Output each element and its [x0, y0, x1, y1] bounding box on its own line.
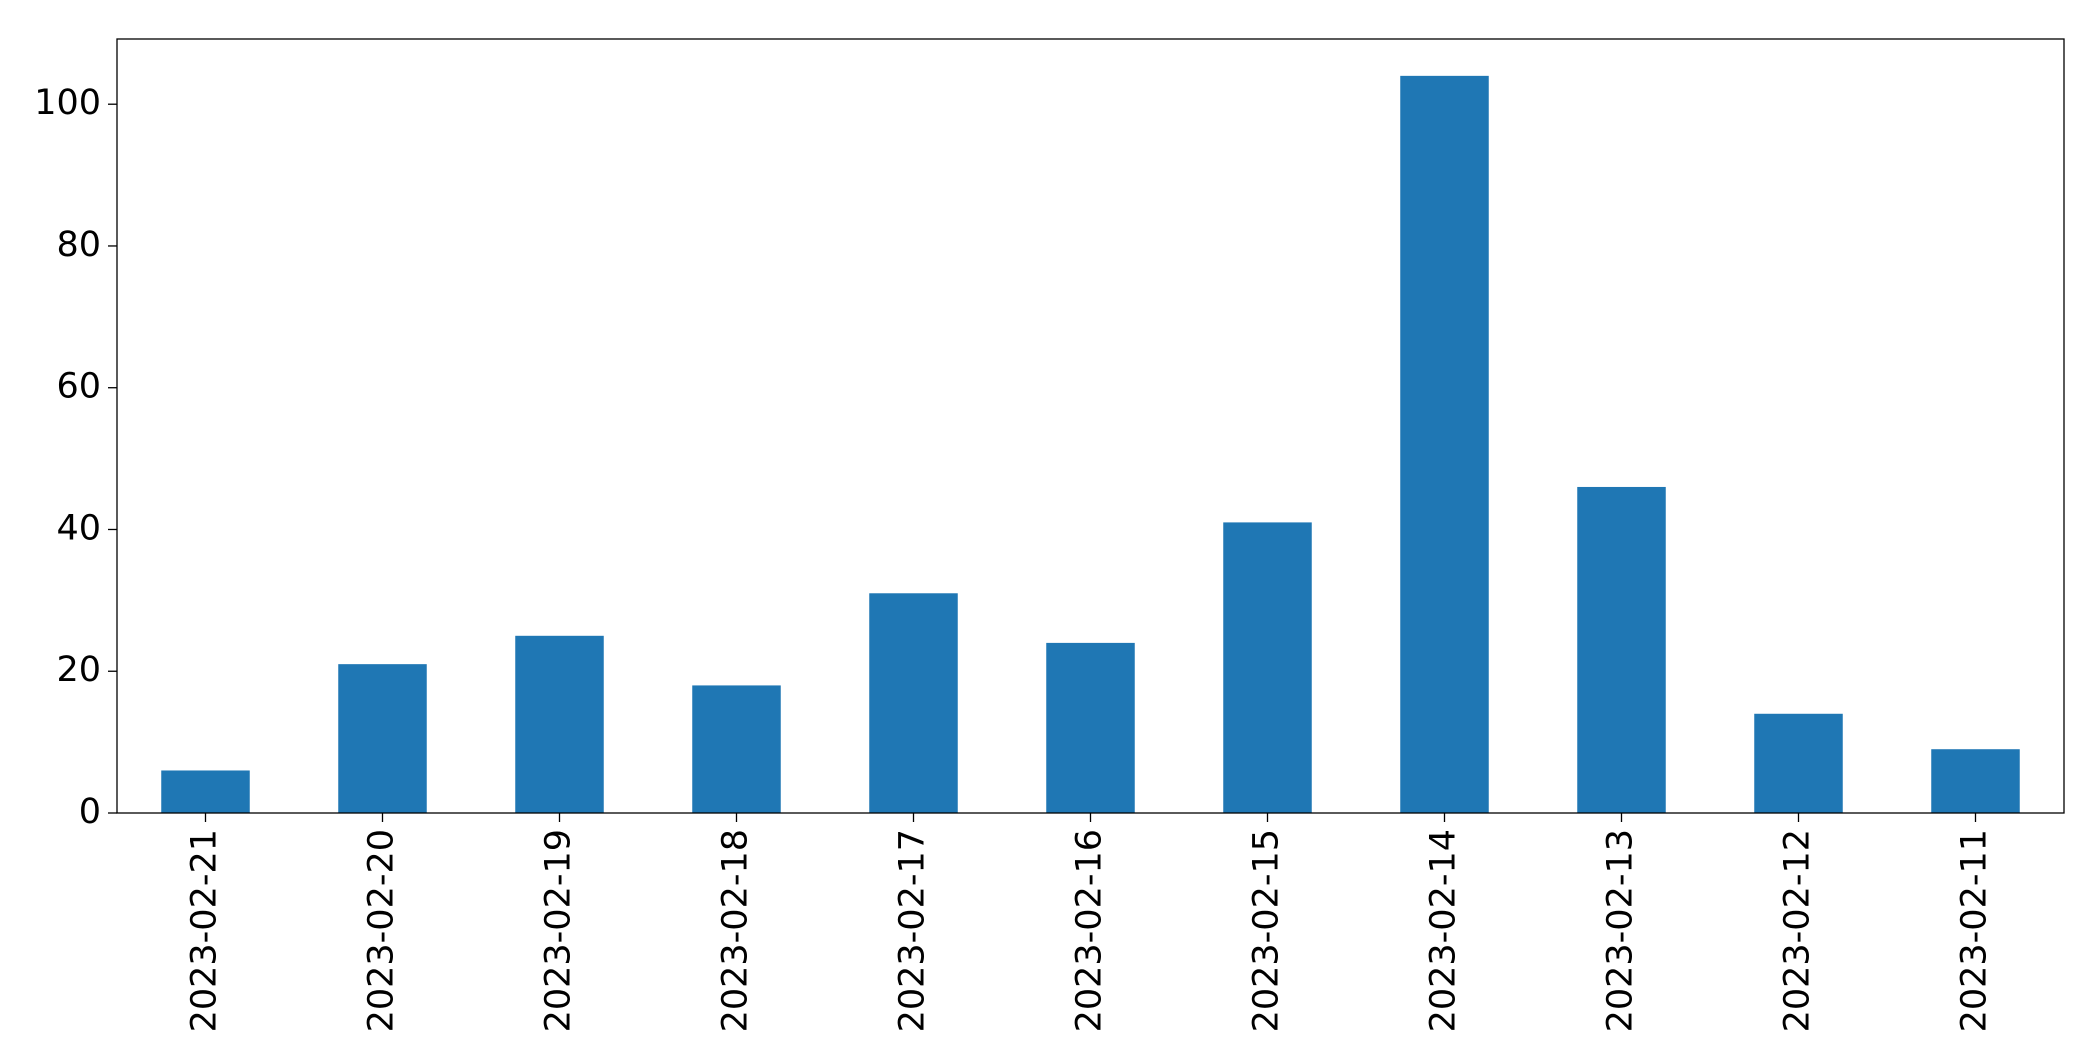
y-tick-label: 40 [56, 508, 101, 548]
bar [1400, 75, 1489, 814]
bar [692, 685, 781, 813]
bar [1754, 713, 1843, 813]
x-tick-label: 2023-02-12 [1778, 829, 1818, 1032]
x-tick-label: 2023-02-17 [893, 829, 933, 1032]
bar [869, 593, 958, 813]
y-tick-label: 0 [79, 792, 101, 832]
x-tick-label: 2023-02-11 [1955, 829, 1995, 1032]
x-tick-label: 2023-02-13 [1601, 829, 1641, 1032]
plot-frame [116, 38, 2065, 814]
bar [1223, 522, 1312, 813]
x-tick-label: 2023-02-20 [362, 829, 402, 1032]
y-tick-label: 60 [56, 367, 101, 407]
bar [1577, 486, 1666, 813]
bar [338, 664, 427, 813]
bar [1931, 749, 2020, 813]
x-tick-label: 2023-02-18 [716, 829, 756, 1032]
bar [515, 635, 604, 813]
y-tick-label: 100 [34, 83, 101, 123]
bar [161, 770, 250, 813]
bar [1046, 642, 1135, 813]
x-tick-label: 2023-02-16 [1070, 829, 1110, 1032]
x-tick-label: 2023-02-14 [1424, 829, 1464, 1032]
y-tick-label: 80 [56, 225, 101, 265]
x-tick-label: 2023-02-15 [1247, 829, 1287, 1032]
y-tick-label: 20 [56, 650, 101, 690]
x-tick-label: 2023-02-21 [185, 829, 225, 1032]
x-tick-label: 2023-02-19 [539, 829, 579, 1032]
